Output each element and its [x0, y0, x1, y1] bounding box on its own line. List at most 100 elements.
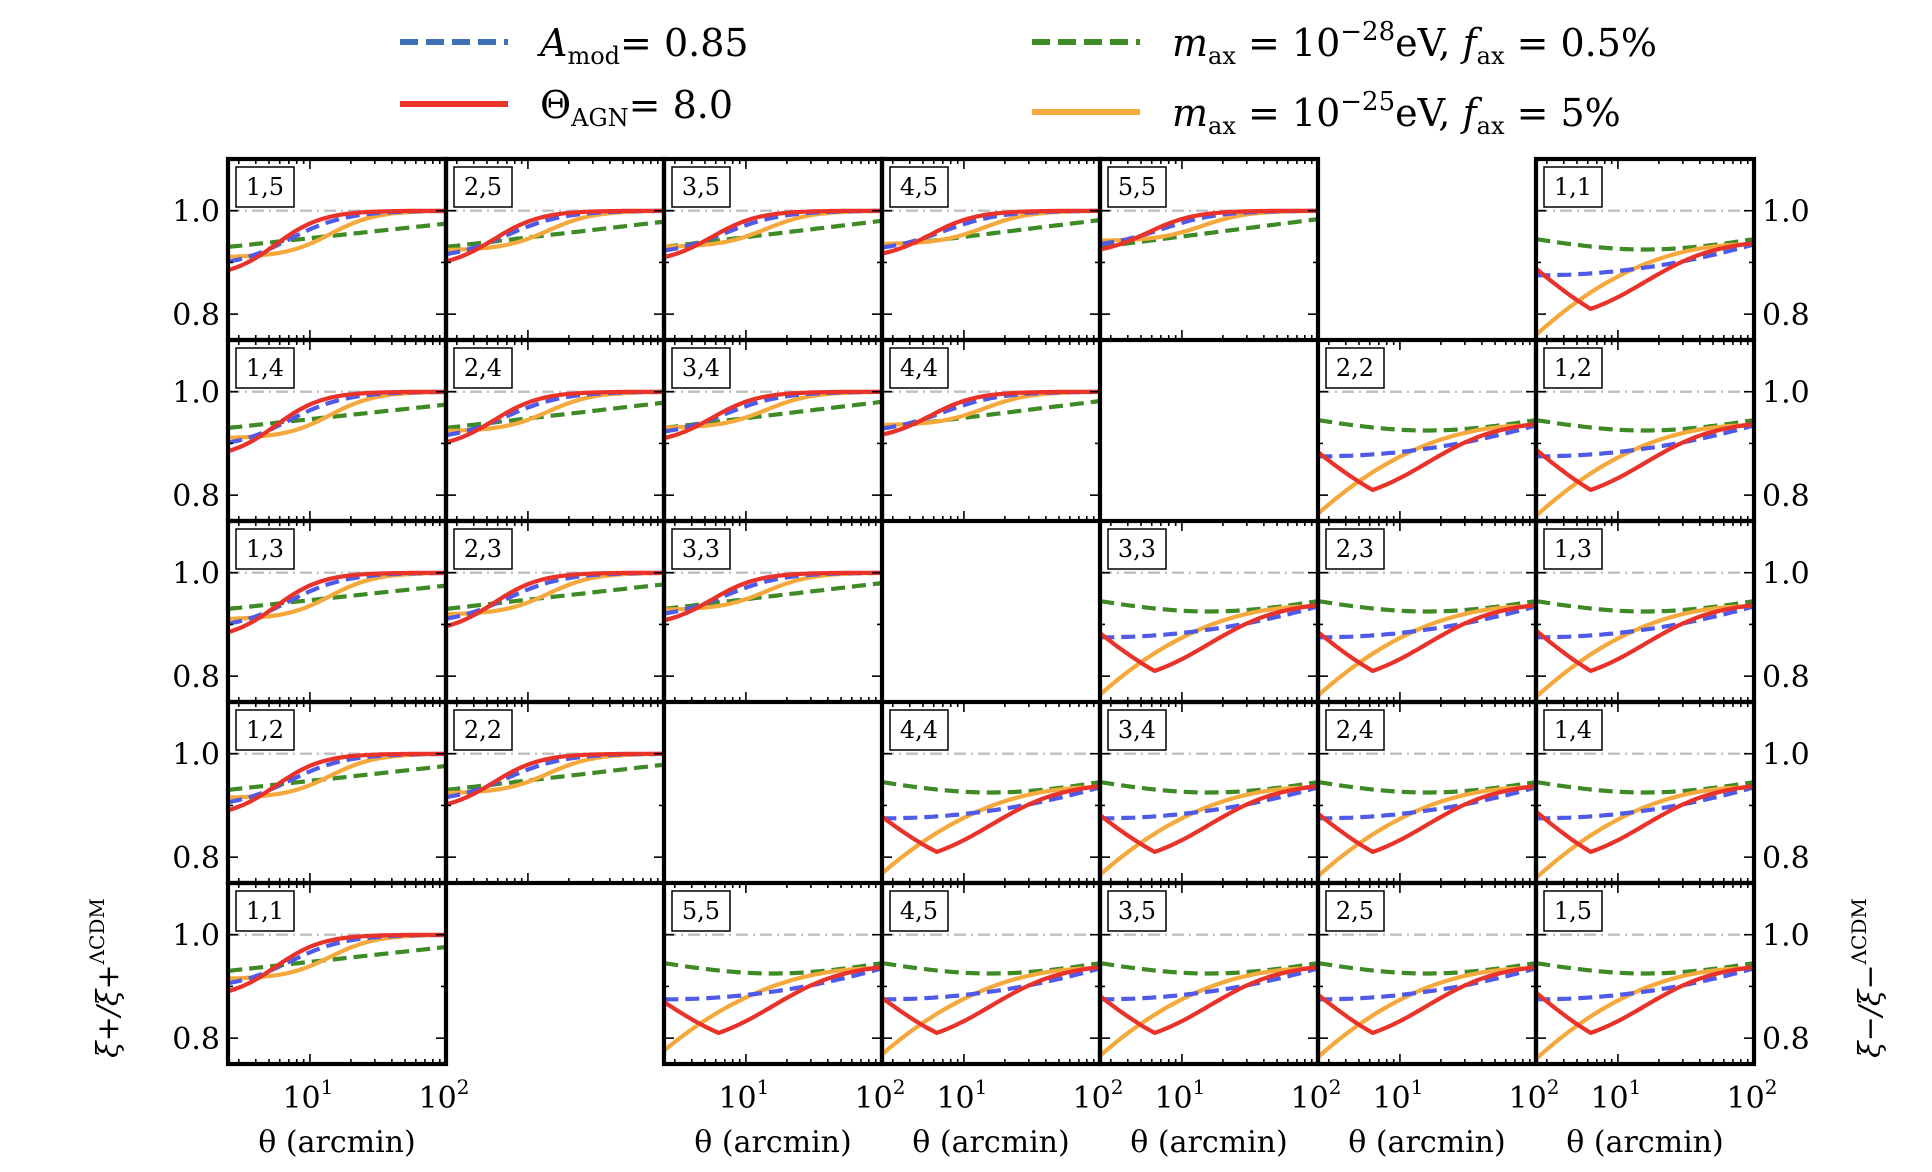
series-amod	[1536, 785, 1755, 821]
panel-label: 1,1	[246, 897, 284, 925]
panel-plus-1-1: 1,1	[225, 880, 449, 1067]
series-amod	[882, 389, 1100, 431]
panel-label-box	[453, 166, 513, 208]
series-ax28	[228, 944, 447, 973]
series-agn	[227, 389, 446, 454]
panel-minus-1-1: 1,1	[1533, 156, 1757, 343]
series-ax28	[882, 398, 1101, 430]
series-amod	[1100, 785, 1319, 821]
x-axis-label: θ (arcmin)	[258, 1125, 415, 1160]
series-amod	[1100, 208, 1318, 246]
panel-label: 2,3	[464, 535, 502, 563]
panel-label-box	[235, 709, 295, 751]
series-ax28	[1536, 418, 1755, 433]
legend-entry-agn: ΘAGN= 8.0	[400, 83, 733, 132]
panel-plus-5-5: 5,5	[1097, 156, 1321, 343]
panel-label: 1,3	[246, 535, 284, 563]
legend-entry-ax25: max = 10−25eV, fax = 5%	[1032, 87, 1621, 140]
series-amod	[664, 966, 883, 1002]
panel-minus-2-4: 2,4	[1315, 699, 1539, 886]
series-amod	[663, 570, 882, 616]
y-tick-label-left: 0.8	[172, 660, 220, 695]
series-amod	[882, 785, 1101, 821]
series-ax28	[1536, 780, 1755, 795]
y-tick-label-left: 0.8	[172, 298, 220, 333]
series-agn	[1534, 422, 1755, 492]
panel-label-box	[1543, 347, 1603, 389]
panel-label-box	[1107, 709, 1167, 751]
panel-minus-3-3: 3,3	[1097, 518, 1321, 705]
series-amod	[1318, 423, 1537, 459]
panel-plus-4-5: 4,5	[879, 156, 1103, 343]
panel-frame	[225, 880, 449, 1067]
panel-label-box	[1325, 709, 1385, 751]
panel-frame	[1533, 880, 1757, 1067]
series-agn	[663, 389, 882, 441]
panel-label: 2,2	[464, 716, 502, 744]
panel-label: 1,4	[1554, 716, 1592, 744]
series-ax28	[1536, 961, 1755, 976]
panel-plus-3-4: 3,4	[661, 337, 885, 524]
panel-label-box	[671, 347, 731, 389]
panel-minus-2-5: 2,5	[1315, 880, 1539, 1067]
series-amod	[445, 389, 664, 438]
series-amod	[1536, 423, 1755, 459]
series-agn	[881, 965, 1101, 1035]
panel-minus-2-3: 2,3	[1315, 518, 1539, 705]
panel-plus-1-2: 1,2	[225, 699, 449, 886]
panel-plus-3-5: 3,5	[661, 156, 885, 343]
series-amod	[445, 751, 664, 800]
panel-label: 2,4	[464, 354, 502, 382]
panel-label: 4,5	[900, 173, 938, 201]
x-axis-label: θ (arcmin)	[912, 1125, 1069, 1160]
series-ax25	[662, 966, 882, 1053]
series-ax28	[664, 218, 883, 249]
series-amod	[1318, 785, 1537, 821]
series-agn	[1534, 241, 1755, 311]
series-agn	[1316, 422, 1537, 492]
x-tick-label: 102	[1073, 1075, 1124, 1116]
series-agn	[663, 570, 882, 623]
series-ax28	[228, 583, 447, 611]
panel-label-box	[671, 890, 731, 932]
panel-label: 2,3	[1336, 535, 1374, 563]
series-ax28	[1536, 599, 1755, 614]
panel-label: 4,5	[900, 897, 938, 925]
series-ax28	[1100, 599, 1319, 614]
series-amod	[1318, 604, 1537, 640]
panel-label: 3,3	[682, 535, 720, 563]
panel-frame	[443, 699, 667, 886]
series-amod	[1536, 966, 1755, 1002]
y-tick-label-right: 0.8	[1762, 660, 1810, 695]
panel-label: 4,4	[900, 716, 938, 744]
panel-minus-4-4: 4,4	[879, 699, 1103, 886]
series-agn	[227, 208, 446, 273]
x-axis-label: θ (arcmin)	[694, 1125, 851, 1160]
y-tick-label-left: 1.0	[172, 557, 220, 592]
panel-label-box	[889, 347, 949, 389]
series-amod	[445, 570, 664, 621]
series-agn	[227, 751, 446, 813]
series-agn	[1099, 208, 1319, 252]
series-ax25	[1316, 785, 1536, 878]
series-ax25	[1098, 604, 1318, 697]
y-axis-label-left: ξ+/ξ+ΛCDM	[85, 898, 126, 1058]
panel-label: 4,4	[900, 354, 938, 382]
series-amod	[1318, 966, 1537, 1002]
x-tick-label: 101	[718, 1075, 769, 1116]
series-ax25	[1534, 785, 1754, 880]
series-amod	[663, 389, 882, 434]
series-ax28	[664, 399, 883, 430]
series-ax28	[446, 219, 665, 249]
panel-plus-2-4: 2,4	[443, 337, 667, 524]
x-tick-label: 102	[1727, 1075, 1778, 1116]
panel-minus-3-5: 3,5	[1097, 880, 1321, 1067]
series-ax28	[1318, 961, 1537, 976]
x-tick-label: 102	[1291, 1075, 1342, 1116]
y-tick-label-right: 1.0	[1762, 376, 1810, 411]
panel-plus-2-3: 2,3	[443, 518, 667, 705]
panel-label-box	[1325, 528, 1385, 570]
panel-minus-1-2: 1,2	[1533, 337, 1757, 524]
panel-label: 2,5	[1336, 897, 1374, 925]
